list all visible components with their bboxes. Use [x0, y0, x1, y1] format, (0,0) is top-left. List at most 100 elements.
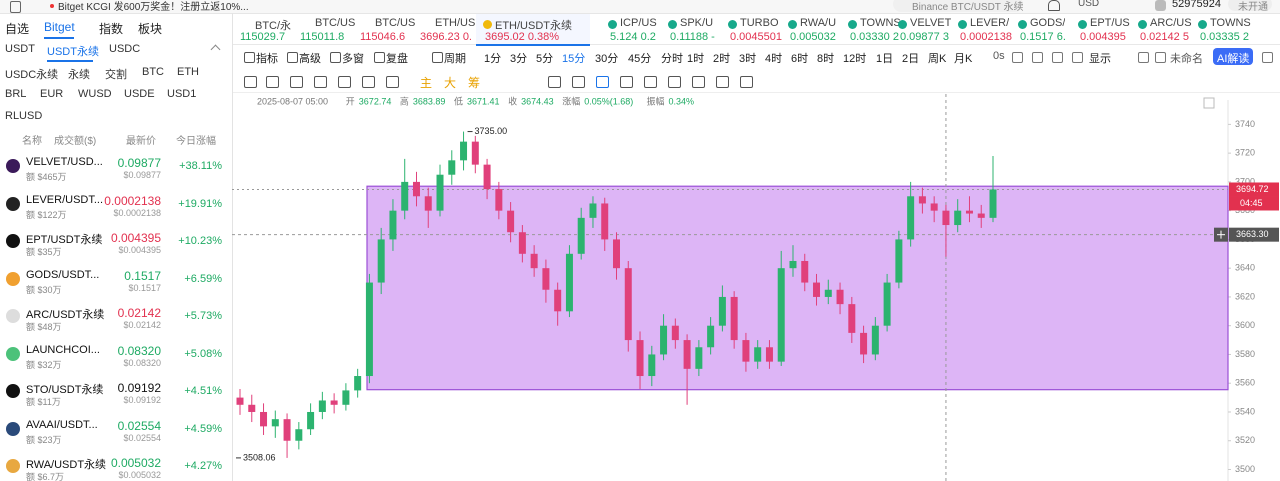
- collapse: [210, 44, 221, 55]
- price-usd: $0.09877: [123, 170, 161, 180]
- notice[interactable]: Bitget KCGI 发600万奖金！注册立返10%...: [58, 2, 249, 13]
- symbol[interactable]: LAUNCHCOI...: [26, 343, 100, 356]
- market-filter[interactable]: RLUSD: [5, 110, 43, 122]
- symbol[interactable]: ARC/USDT永续: [26, 309, 105, 321]
- interval[interactable]: 1分: [484, 53, 502, 65]
- tool-icon: [1052, 52, 1063, 63]
- interval[interactable]: 分时: [661, 53, 683, 65]
- ticker-symbol[interactable]: LEVER/: [970, 17, 1010, 29]
- market-filter[interactable]: USDT: [5, 43, 35, 55]
- toolbar-button[interactable]: 周期: [444, 53, 466, 65]
- ticker-symbol[interactable]: TOWNS: [1210, 17, 1251, 29]
- currency[interactable]: USD: [1078, 0, 1100, 9]
- market-filter[interactable]: USDC: [109, 43, 141, 55]
- symbol[interactable]: LEVER/USDT...: [26, 193, 104, 206]
- market-filter[interactable]: USDT永续: [47, 46, 99, 58]
- market-filter[interactable]: BTC: [142, 66, 164, 78]
- interval[interactable]: 2日: [902, 53, 920, 65]
- ticker-symbol[interactable]: TOWNS: [860, 17, 901, 29]
- interval[interactable]: 8时: [817, 53, 835, 65]
- ticker-symbol[interactable]: ARC/US: [1150, 17, 1192, 29]
- ticker-symbol[interactable]: TURBO: [740, 17, 779, 29]
- toolbar-button[interactable]: 指标: [256, 53, 278, 65]
- ai-button[interactable]: AI解读: [1217, 53, 1250, 65]
- interval[interactable]: 1时: [687, 53, 705, 65]
- indicator-toggle[interactable]: 主: [420, 76, 433, 90]
- price-tag: [1229, 182, 1279, 197]
- market-filter[interactable]: USDC永续: [5, 69, 59, 81]
- search-text[interactable]: Binance BTC/USDT 永续: [912, 2, 1024, 13]
- price: 0.004395: [110, 231, 161, 245]
- interval[interactable]: 6时: [791, 53, 809, 65]
- symbol[interactable]: VELVET/USD...: [26, 156, 103, 168]
- market-filter[interactable]: 永续: [68, 69, 90, 81]
- change: +5.73%: [184, 310, 222, 322]
- column-header[interactable]: 成交额($): [54, 136, 97, 147]
- toolbar-button[interactable]: 高级: [299, 53, 321, 65]
- market-filter[interactable]: USDE: [124, 88, 155, 100]
- interval[interactable]: 30分: [595, 53, 619, 65]
- symbol[interactable]: GODS/USDT...: [26, 268, 100, 281]
- candle-body: [248, 404, 256, 412]
- toolbar-button[interactable]: 复盘: [386, 53, 408, 65]
- candle-body: [742, 340, 750, 362]
- sidebar-tab[interactable]: 板块: [138, 22, 163, 36]
- candle-body: [471, 141, 479, 165]
- indicator-toggle[interactable]: 大: [444, 76, 457, 90]
- interval[interactable]: 15分: [562, 53, 586, 65]
- market-filter[interactable]: EUR: [40, 88, 64, 100]
- ticker-symbol[interactable]: BTC/永: [255, 20, 292, 32]
- volume: 额 $122万: [26, 209, 67, 220]
- ticker-symbol[interactable]: ETH/US: [435, 17, 476, 29]
- ticker-symbol[interactable]: BTC/US: [315, 17, 356, 29]
- ticker-symbol[interactable]: SPK/U: [680, 17, 714, 29]
- interval[interactable]: 2时: [713, 53, 731, 65]
- coin-icon: [6, 159, 20, 173]
- ticker-symbol[interactable]: ICP/US: [620, 17, 657, 29]
- symbol[interactable]: EPT/USDT永续: [26, 234, 103, 246]
- candle-body: [542, 268, 550, 290]
- interval[interactable]: 周K: [928, 53, 947, 65]
- ticker-symbol[interactable]: GODS/: [1030, 17, 1066, 29]
- candle-body: [330, 400, 338, 405]
- ticker-symbol[interactable]: EPT/US: [1090, 17, 1130, 29]
- sidebar-tab[interactable]: Bitget: [44, 20, 75, 34]
- market-filter[interactable]: BRL: [5, 88, 27, 100]
- sidebar-tab[interactable]: 自选: [5, 22, 30, 36]
- interval[interactable]: 5分: [536, 53, 554, 65]
- market-filter[interactable]: USD1: [167, 88, 197, 100]
- interval[interactable]: 1日: [876, 53, 894, 65]
- ticker-symbol[interactable]: ETH/USDT永续: [495, 20, 572, 32]
- interval[interactable]: 3分: [510, 53, 528, 65]
- ticker-symbol[interactable]: RWA/U: [800, 17, 837, 29]
- toolbar-right[interactable]: 未命名: [1170, 53, 1203, 65]
- ticker-icon: [483, 20, 492, 29]
- ticker-symbol[interactable]: BTC/US: [375, 17, 416, 29]
- symbol[interactable]: AVAAI/USDT...: [26, 418, 98, 431]
- interval[interactable]: 3时: [739, 53, 757, 65]
- toolbar-right[interactable]: 显示: [1089, 53, 1111, 65]
- interval[interactable]: 45分: [628, 53, 652, 65]
- toolbar-right[interactable]: 0s: [993, 50, 1005, 62]
- user-id[interactable]: 52975924: [1172, 0, 1221, 10]
- market-filter[interactable]: WUSD: [78, 88, 112, 100]
- toolbar-button[interactable]: 多窗: [342, 53, 364, 65]
- indicator-toggle[interactable]: 筹: [468, 76, 481, 90]
- interval[interactable]: 4时: [765, 53, 783, 65]
- volume: 额 $32万: [26, 359, 62, 370]
- ticker-icon: [1018, 20, 1027, 29]
- interval[interactable]: 月K: [954, 53, 973, 65]
- column-header[interactable]: 最新价: [126, 136, 156, 147]
- column-header[interactable]: 名称: [22, 136, 42, 147]
- market-filter[interactable]: ETH: [177, 66, 199, 78]
- ticker-symbol[interactable]: VELVET: [910, 17, 952, 29]
- sidebar-tab[interactable]: 指数: [99, 22, 124, 36]
- ticker-icon: [848, 20, 857, 29]
- candle-body: [660, 325, 668, 355]
- symbol[interactable]: RWA/USDT永续: [26, 459, 107, 471]
- candle-body: [860, 332, 868, 355]
- column-header[interactable]: 今日涨幅: [176, 136, 216, 147]
- market-filter[interactable]: 交割: [105, 69, 127, 81]
- interval[interactable]: 12时: [843, 53, 867, 65]
- symbol[interactable]: STO/USDT永续: [26, 384, 104, 396]
